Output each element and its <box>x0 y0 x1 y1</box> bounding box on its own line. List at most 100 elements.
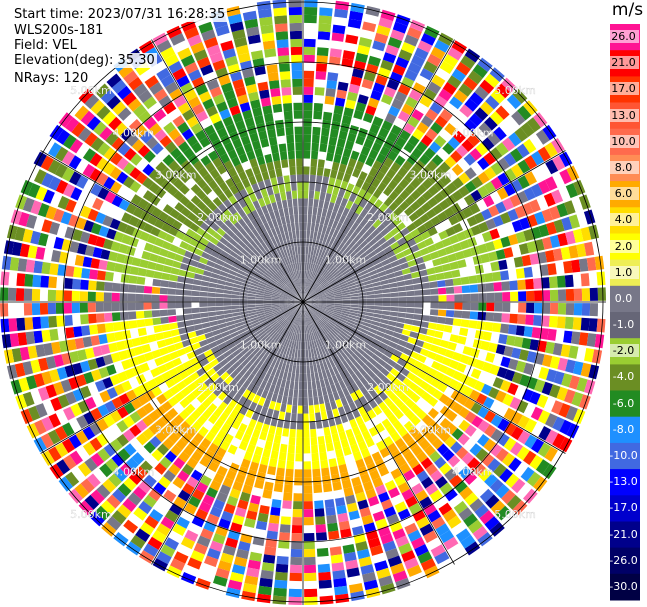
gate-cell <box>273 263 280 271</box>
gate-cell <box>343 190 352 200</box>
gate-cell <box>261 334 269 342</box>
gate-cell <box>309 421 316 430</box>
gate-cell <box>82 336 93 348</box>
gate-cell <box>366 131 377 142</box>
gate-cell <box>259 16 273 27</box>
gate-cell <box>47 289 57 301</box>
gate-cell <box>549 303 559 315</box>
gate-cell <box>405 285 414 291</box>
gate-cell <box>305 286 308 295</box>
gate-cell <box>139 335 149 345</box>
gate-cell <box>281 328 287 337</box>
gate-cell <box>214 418 225 429</box>
gate-cell <box>275 426 283 436</box>
gate-cell <box>523 100 538 116</box>
gate-cell <box>330 194 338 204</box>
gate-cell <box>323 233 329 243</box>
gate-cell <box>90 369 102 382</box>
gate-cell <box>549 356 561 370</box>
gate-cell <box>573 288 583 301</box>
gate-cell <box>414 339 425 348</box>
gate-cell <box>273 289 282 294</box>
gate-cell <box>16 273 26 287</box>
gate-cell <box>231 298 240 302</box>
gate-cell <box>288 348 293 357</box>
gate-cell <box>429 288 439 295</box>
gate-cell <box>247 469 257 479</box>
gate-cell <box>156 67 171 81</box>
gate-cell <box>320 318 327 325</box>
gate-cell <box>206 368 216 377</box>
gate-cell <box>377 525 391 537</box>
gate-cell <box>402 347 413 356</box>
gate-cell <box>109 166 122 180</box>
gate-cell <box>309 365 314 374</box>
gate-cell <box>79 302 88 313</box>
gate-cell <box>526 241 537 253</box>
gate-cell <box>438 230 449 240</box>
gate-cell <box>332 569 346 580</box>
gate-cell <box>271 295 280 299</box>
gate-cell <box>525 314 534 326</box>
gate-cell <box>328 278 337 285</box>
gate-cell <box>296 166 303 175</box>
gate-cell <box>502 197 514 211</box>
gate-cell <box>303 517 314 526</box>
gate-cell <box>151 142 164 155</box>
gate-cell <box>349 312 358 317</box>
gate-cell <box>337 188 346 198</box>
gate-cell <box>322 315 330 321</box>
gate-cell <box>336 456 346 466</box>
gate-cell <box>245 339 254 347</box>
gate-cell <box>284 286 292 292</box>
gate-cell <box>304 596 318 605</box>
gate-cell <box>239 405 249 416</box>
gate-cell <box>495 448 509 462</box>
gate-cell <box>565 359 576 374</box>
gate-cell <box>463 153 476 166</box>
gate-cell <box>348 240 357 249</box>
gate-cell <box>463 513 478 528</box>
gate-cell <box>509 194 522 208</box>
gate-cell <box>273 483 284 493</box>
gate-cell <box>309 254 313 263</box>
gate-cell <box>450 150 463 163</box>
gate-cell <box>117 371 128 383</box>
gate-cell <box>8 318 18 332</box>
gate-cell <box>179 195 190 207</box>
gate-cell <box>315 256 320 265</box>
gate-cell <box>110 410 122 423</box>
gate-cell <box>333 289 342 294</box>
gate-cell <box>332 270 341 277</box>
gate-cell <box>210 372 220 382</box>
gate-cell <box>264 310 273 315</box>
gate-cell <box>293 102 303 111</box>
gate-cell <box>363 455 374 466</box>
gate-cell <box>279 443 288 453</box>
gate-cell <box>462 385 474 397</box>
gate-cell <box>380 279 389 286</box>
gate-cell <box>267 282 276 288</box>
gate-cell <box>294 333 298 342</box>
gate-cell <box>360 269 369 276</box>
gate-cell <box>237 541 251 552</box>
gate-cell <box>148 488 162 502</box>
gate-cell <box>348 285 357 290</box>
gate-cell <box>542 236 553 250</box>
gate-cell <box>337 205 345 215</box>
gate-cell <box>326 442 334 452</box>
gate-cell <box>318 571 332 581</box>
gate-cell <box>523 187 536 201</box>
gate-cell <box>275 563 289 573</box>
gate-cell <box>283 103 293 112</box>
gate-cell <box>287 296 296 300</box>
gate-cell <box>501 77 517 93</box>
gate-cell <box>306 309 311 317</box>
gate-cell <box>253 274 262 281</box>
gate-cell <box>404 183 416 195</box>
gate-cell <box>356 263 365 270</box>
gate-cell <box>266 530 278 540</box>
gate-cell <box>363 221 373 231</box>
gate-cell <box>248 364 256 373</box>
gate-cell <box>307 288 313 296</box>
